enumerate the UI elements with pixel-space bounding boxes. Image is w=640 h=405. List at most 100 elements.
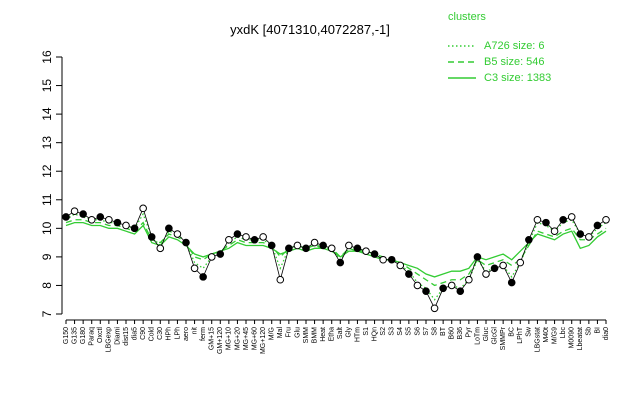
x-tick-label: S1 (363, 327, 370, 336)
x-tick-label: Sw (526, 326, 533, 337)
value-link (142, 208, 153, 238)
x-tick-label: S7 (423, 327, 430, 336)
x-tick-label: C90 (140, 327, 147, 340)
point (353, 244, 362, 253)
x-tick-label: S5 (406, 327, 413, 336)
x-tick-label: GM+120 (217, 327, 224, 354)
x-tick-label: MG+120 (260, 327, 267, 354)
plot-area (62, 57, 610, 314)
x-tick-label: LBGexp (106, 327, 113, 352)
value-link (271, 245, 281, 280)
point (207, 253, 216, 261)
x-tick-label: LPhT (517, 326, 524, 343)
point (156, 244, 165, 253)
series-line (65, 221, 607, 278)
x-tick-label: dia0 (603, 327, 610, 340)
point (173, 230, 182, 238)
point (362, 247, 370, 255)
value-link (185, 242, 195, 269)
x-tick-label: HTm (354, 327, 361, 342)
point (550, 227, 559, 235)
x-tick-label: Glu (294, 327, 301, 338)
point (190, 264, 199, 273)
x-tick-label: ferm (200, 327, 207, 341)
point (585, 233, 593, 241)
y-tick-label: 13 (40, 136, 54, 150)
point (422, 287, 430, 295)
x-tick-label: MG+20 (234, 327, 241, 350)
x-tick-label: SMMPr (500, 326, 507, 350)
point (233, 230, 242, 238)
y-tick-label: 15 (40, 79, 54, 93)
x-tick-label: dia5 (131, 327, 138, 340)
point (379, 255, 387, 264)
x-tick-label: S3 (389, 327, 396, 336)
legend-label: C3 size: 1383 (484, 72, 551, 84)
x-tick-label: Pyr (466, 326, 473, 337)
point (439, 284, 447, 293)
point (122, 221, 130, 230)
x-tick-label: GM+15 (209, 327, 216, 350)
x-tick-label: G180 (80, 327, 87, 344)
point (147, 233, 156, 241)
x-tick-label: S6 (414, 327, 421, 336)
x-tick-label: BI (594, 327, 601, 334)
point (130, 224, 139, 233)
point (182, 238, 190, 247)
x-tick-label: Gly (346, 327, 353, 338)
point (216, 250, 225, 258)
x-tick-label: M/G (269, 327, 276, 340)
x-tick-label: MG+45 (243, 327, 250, 350)
y-tick-label: 7 (40, 310, 54, 317)
point (387, 255, 396, 264)
point (499, 261, 507, 270)
x-tick-label: C30 (157, 327, 164, 340)
point (242, 233, 250, 241)
point (465, 275, 473, 284)
series-line (65, 212, 607, 301)
point (79, 210, 87, 218)
point (516, 258, 525, 267)
point (302, 244, 310, 253)
y-tick-label: 10 (40, 221, 54, 235)
point (87, 215, 96, 224)
x-tick-label: dist15 (123, 327, 130, 346)
legend-label: A726 size: 6 (484, 40, 545, 52)
x-tick-label: aero (183, 327, 190, 341)
point (473, 253, 482, 261)
x-tick-label: HQn (371, 327, 378, 342)
x-tick-label: LoTm (474, 327, 481, 345)
legend-title: clusters (448, 11, 486, 23)
point (336, 258, 345, 267)
x-tick-label: Salt (337, 327, 344, 339)
x-tick-label: G135 (71, 327, 78, 344)
point (113, 218, 122, 227)
x-tick-label: BC (509, 327, 516, 337)
point (327, 244, 336, 253)
x-tick-label: S4 (397, 327, 404, 336)
point (559, 215, 567, 224)
x-tick-label: M40t (543, 327, 550, 343)
point (345, 241, 353, 250)
x-tick-label: Heat (320, 327, 327, 342)
point (370, 250, 379, 258)
x-tick-label: Fru (286, 327, 293, 338)
point (525, 235, 533, 244)
x-tick-label: M0090 (569, 327, 576, 349)
point (105, 215, 113, 224)
point (267, 241, 276, 250)
point (413, 281, 422, 290)
point (430, 304, 439, 313)
x-tick-label: BMM (311, 327, 318, 344)
x-tick-label: nit (191, 327, 198, 334)
point (310, 238, 319, 247)
x-tick-label: Sb (586, 327, 593, 336)
x-tick-label: SMM (303, 327, 310, 344)
point (542, 218, 550, 227)
point (259, 233, 267, 241)
point (250, 235, 259, 244)
x-tick-label: B60 (449, 327, 456, 340)
x-tick-label: MG+10 (226, 327, 233, 350)
legend-label: B5 size: 546 (484, 56, 545, 68)
